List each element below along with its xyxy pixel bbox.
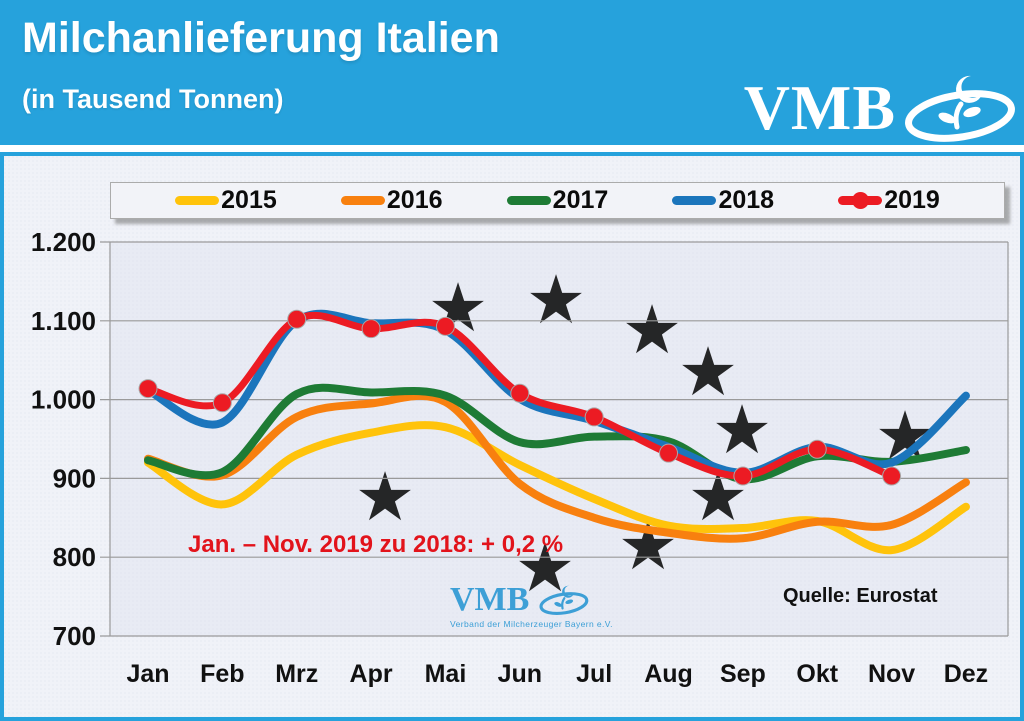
vmb-logo: VMB bbox=[744, 72, 1018, 144]
data-point-2019-Jun bbox=[510, 383, 530, 403]
data-point-2019-Sep bbox=[733, 466, 753, 486]
legend-label-2015: 2015 bbox=[221, 186, 277, 214]
legend-marker-2019 bbox=[838, 191, 884, 210]
y-axis-label-1.200: 1.200 bbox=[31, 227, 96, 257]
legend-marker-2015 bbox=[175, 191, 221, 210]
vmb-watermark-subtext: Verband der Milcherzeuger Bayern e.V. bbox=[450, 619, 613, 629]
data-point-2019-Jul bbox=[584, 407, 604, 427]
x-axis-label-Nov: Nov bbox=[868, 660, 915, 688]
legend-label-2019: 2019 bbox=[884, 186, 940, 214]
x-axis-label-Sep: Sep bbox=[720, 660, 766, 688]
y-axis-label-1.000: 1.000 bbox=[31, 385, 96, 415]
x-axis-label-Dez: Dez bbox=[944, 660, 988, 688]
vmb-swirl-icon bbox=[905, 75, 1015, 142]
y-axis-label-800: 800 bbox=[53, 542, 96, 572]
eu-star-icon: ★ bbox=[358, 464, 412, 531]
annotation-text: Jan. – Nov. 2019 zu 2018: + 0,2 % bbox=[188, 531, 564, 558]
legend-marker-2018 bbox=[672, 191, 718, 210]
vmb-watermark: VMB Verband der Milcherzeuger Bayern e.V… bbox=[450, 581, 613, 629]
legend-item-2015: 2015 bbox=[175, 188, 277, 213]
x-axis-label-Feb: Feb bbox=[200, 660, 244, 688]
x-axis-label-Jan: Jan bbox=[126, 660, 169, 688]
legend-marker-2016 bbox=[340, 191, 387, 210]
data-point-2019-Apr bbox=[361, 319, 381, 339]
x-axis-label-Okt: Okt bbox=[796, 660, 838, 688]
chart-legend: 2015 2016 2017 2018 2019 bbox=[110, 182, 1005, 219]
x-axis-label-Mai: Mai bbox=[425, 660, 467, 688]
legend-label-2018: 2018 bbox=[718, 186, 775, 214]
x-axis-label-Jun: Jun bbox=[498, 660, 542, 688]
vmb-logo-text: VMB bbox=[743, 72, 896, 143]
data-point-2019-Aug bbox=[659, 443, 679, 463]
legend-item-2018: 2018 bbox=[672, 188, 774, 213]
legend-label-2017: 2017 bbox=[552, 186, 609, 214]
page-title: Milchanlieferung Italien bbox=[22, 14, 500, 62]
y-axis-label-900: 900 bbox=[53, 463, 96, 493]
data-point-2019-Mrz bbox=[287, 309, 307, 329]
data-point-2019-Feb bbox=[212, 393, 232, 413]
page-subtitle: (in Tausend Tonnen) bbox=[22, 84, 284, 114]
series-line-2016 bbox=[144, 391, 970, 543]
header: Milchanlieferung Italien (in Tausend Ton… bbox=[0, 0, 1024, 145]
y-axis-label-700: 700 bbox=[53, 621, 96, 651]
legend-marker-2017 bbox=[506, 191, 553, 210]
legend-label-2016: 2016 bbox=[386, 186, 443, 214]
eu-star-icon: ★ bbox=[681, 339, 735, 406]
x-axis-label-Mrz: Mrz bbox=[275, 660, 318, 688]
legend-item-2017: 2017 bbox=[506, 186, 609, 214]
x-axis-label-Jul: Jul bbox=[576, 660, 612, 688]
y-axis-label-1.100: 1.100 bbox=[31, 306, 96, 336]
eu-star-icon: ★ bbox=[715, 397, 769, 464]
source-label: Quelle: Eurostat bbox=[783, 585, 938, 607]
vmb-watermark-text: VMB bbox=[450, 581, 530, 619]
legend-item-2019: 2019 bbox=[838, 188, 940, 213]
data-point-2019-Nov bbox=[882, 466, 902, 486]
data-point-2019-Okt bbox=[807, 439, 827, 459]
x-axis-label-Aug: Aug bbox=[644, 660, 693, 688]
x-axis-label-Apr: Apr bbox=[350, 660, 393, 688]
data-point-2019-Jan bbox=[138, 379, 158, 399]
eu-star-icon: ★ bbox=[529, 267, 583, 334]
legend-item-2016: 2016 bbox=[340, 186, 443, 214]
eu-star-icon: ★ bbox=[625, 297, 679, 364]
data-point-2019-Mai bbox=[435, 316, 455, 336]
vmb-watermark-swirl-icon bbox=[539, 585, 589, 616]
